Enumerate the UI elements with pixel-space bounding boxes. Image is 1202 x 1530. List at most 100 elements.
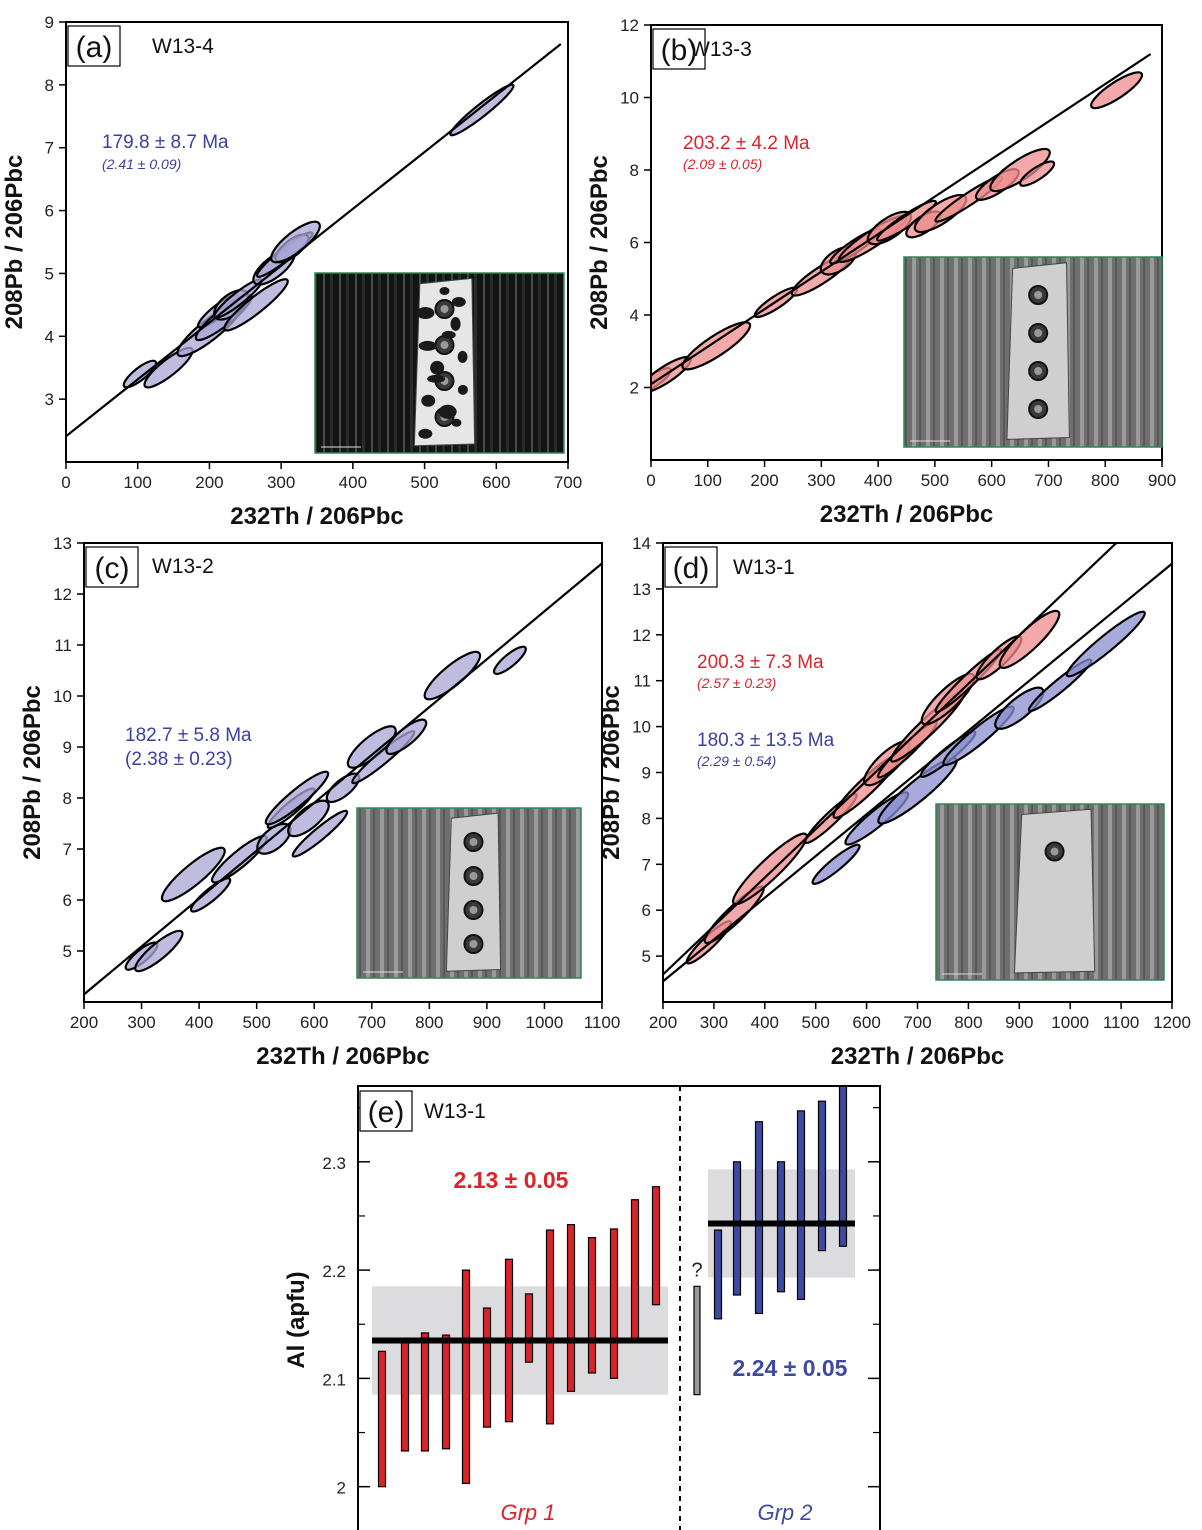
y-tick-label: 6 xyxy=(642,901,651,920)
x-tick-label: 1100 xyxy=(1103,1013,1140,1032)
y-tick-label: 13 xyxy=(632,580,651,599)
bse-inset-image xyxy=(903,256,1163,448)
inclusion xyxy=(438,404,457,419)
x-tick-label: 300 xyxy=(807,471,835,490)
inclusion xyxy=(457,384,468,395)
x-tick-label: 200 xyxy=(195,473,223,492)
isochron-line xyxy=(84,562,602,996)
isochron-line xyxy=(663,562,1172,983)
isochron-line xyxy=(651,53,1152,386)
x-tick-label: 500 xyxy=(921,471,949,490)
error-ellipse xyxy=(1018,160,1056,187)
error-ellipse xyxy=(264,770,330,826)
error-ellipse xyxy=(994,686,1045,730)
analysis-spot-core xyxy=(440,341,449,349)
y-tick-label: 8 xyxy=(63,789,72,808)
x-tick-label: 900 xyxy=(1005,1013,1033,1032)
x-tick-label: 100 xyxy=(694,471,722,490)
y-tick-label: 13 xyxy=(53,534,72,553)
al-range-bar xyxy=(566,1224,576,1392)
panel-tag-box xyxy=(664,546,718,588)
mineral-grain xyxy=(1006,262,1070,440)
x-tick-label: 0 xyxy=(61,473,70,492)
x-tick-label: 700 xyxy=(358,1013,386,1032)
x-tick-label: 600 xyxy=(482,473,510,492)
al-range-bar xyxy=(441,1334,451,1450)
y-tick-label: 9 xyxy=(642,764,651,783)
inclusion xyxy=(441,330,456,339)
panel-a: 0 100 200 300 400 500 600 700 3 4 5 6 7 8 9 232Th / 206… xyxy=(1,13,582,530)
y-tick-label: 5 xyxy=(45,264,54,283)
analysis-spot-core xyxy=(469,872,478,880)
y-tick-label: 5 xyxy=(63,942,72,961)
panel-tag: (a) xyxy=(76,31,113,64)
y-tick-label: 2 xyxy=(630,379,639,398)
x-tick-label: 400 xyxy=(864,471,892,490)
inclusion xyxy=(430,360,445,375)
panel-tag-box xyxy=(359,1090,413,1132)
sample-label: W13-1 xyxy=(424,1100,486,1123)
error-ellipse xyxy=(160,846,226,903)
al-range-bar xyxy=(377,1350,387,1488)
x-tick-label: 400 xyxy=(185,1013,213,1032)
analysis-spot-core xyxy=(469,838,478,846)
panel-tag: (d) xyxy=(673,552,710,585)
x-tick-label: 500 xyxy=(410,473,438,492)
x-axis-label: 232Th / 206Pbc xyxy=(831,1043,1004,1070)
error-ellipse xyxy=(122,359,158,389)
y-tick-label: 4 xyxy=(630,306,639,325)
plot-frame xyxy=(65,21,569,463)
analysis-spot-core xyxy=(1034,329,1043,337)
y-tick-label: 2 xyxy=(337,1479,346,1498)
y-tick-label: 8 xyxy=(630,161,639,180)
error-ellipse xyxy=(449,83,515,137)
age-annotation: 182.7 ± 5.8 Ma xyxy=(125,725,252,746)
x-tick-label: 200 xyxy=(649,1013,677,1032)
al-range-bar xyxy=(609,1228,619,1379)
inclusion xyxy=(439,287,450,295)
sample-label: W13-4 xyxy=(152,35,214,58)
inclusion xyxy=(450,316,461,331)
x-axis-label: 232Th / 206Pbc xyxy=(820,501,993,528)
x-tick-label: 1000 xyxy=(1051,1013,1089,1032)
analysis-spot-core xyxy=(469,906,478,914)
panel-tag-box xyxy=(85,546,139,588)
x-tick-label: 900 xyxy=(473,1013,501,1032)
y-tick-label: 8 xyxy=(642,809,651,828)
error-ellipse xyxy=(492,645,527,675)
y-tick-label: 6 xyxy=(45,202,54,221)
plot-frame xyxy=(83,542,603,1003)
al-range-bar xyxy=(587,1237,597,1374)
y-tick-label: 10 xyxy=(53,687,72,706)
x-tick-label: 1000 xyxy=(526,1013,564,1032)
y-tick-label: 14 xyxy=(632,534,651,553)
al-range-bar xyxy=(732,1161,742,1296)
x-tick-label: 1100 xyxy=(584,1013,621,1032)
al-range-bar xyxy=(482,1307,492,1428)
panel-c: 200 300 400 500 600 700 800 900 1000 1100 5 6 7 8 9 10 1… xyxy=(19,534,620,1070)
age-annotation: 179.8 ± 8.7 Ma xyxy=(102,132,229,153)
x-tick-label: 800 xyxy=(415,1013,443,1032)
plot-area xyxy=(651,53,1152,394)
panel-tag: (e) xyxy=(368,1096,405,1129)
y-tick-label: 11 xyxy=(633,672,651,691)
x-tick-label: 500 xyxy=(242,1013,270,1032)
x-tick-label: 400 xyxy=(751,1013,779,1032)
x-tick-label: 600 xyxy=(977,471,1005,490)
panel-d: 200 300 400 500 600 700 800 900 1000 1100 1200 5 6 7 8… xyxy=(598,534,1191,1070)
y-tick-label: 9 xyxy=(45,13,54,32)
x-tick-label: 500 xyxy=(802,1013,830,1032)
error-ellipse xyxy=(1090,71,1144,110)
y-axis-label: 208Pb / 206Pbc xyxy=(19,685,46,860)
y-tick-label: 8 xyxy=(45,76,54,95)
error-ellipse xyxy=(223,278,289,332)
al-range-bar xyxy=(776,1161,786,1293)
age-annotation: (2.09 ± 0.05) xyxy=(683,156,762,172)
plot-frame xyxy=(357,1085,881,1530)
bse-inset-image xyxy=(356,807,582,979)
analysis-spot-core xyxy=(440,305,449,313)
y-tick-label: 6 xyxy=(630,234,639,253)
y-tick-label: 3 xyxy=(45,390,54,409)
age-annotation: 200.3 ± 7.3 Ma xyxy=(697,652,824,673)
